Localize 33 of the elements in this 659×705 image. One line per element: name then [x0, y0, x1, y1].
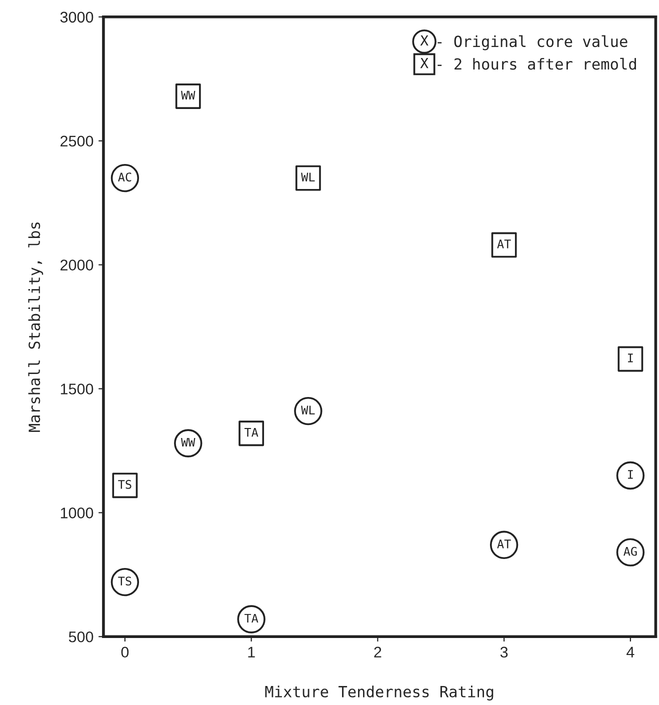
- data-label: WW: [181, 90, 196, 100]
- y-tick-label: 2500: [60, 136, 94, 147]
- data-label: AC: [118, 172, 132, 182]
- data-label: WW: [181, 438, 196, 447]
- data-label: TS: [118, 576, 132, 586]
- point: [616, 461, 645, 490]
- y-tick-label: 3000: [60, 12, 94, 23]
- data-label: TA: [244, 428, 258, 437]
- y-tick-label: 500: [68, 631, 94, 642]
- data-label: TS: [118, 480, 132, 489]
- data-label: I: [628, 354, 633, 362]
- x-tick-label: 2: [374, 646, 382, 658]
- data-label: AT: [497, 240, 511, 248]
- legend-label: - Original core value: [438, 35, 628, 50]
- y-tick-label: 1500: [60, 384, 94, 394]
- data-label: WL: [301, 406, 315, 414]
- text: X: [420, 58, 428, 68]
- x-tick-label: 4: [626, 646, 634, 658]
- data-label: WL: [301, 172, 315, 182]
- legend-label: - 2 hours after remold: [438, 58, 636, 70]
- data-label: AT: [497, 540, 511, 548]
- data-label: TA: [244, 614, 258, 623]
- data-label: I: [628, 470, 633, 479]
- annotation: X: [420, 35, 428, 46]
- point: [618, 346, 644, 372]
- y-tick-label: 2000: [60, 260, 94, 270]
- data-label: AG: [624, 546, 637, 556]
- y-tick-label: 1000: [60, 508, 94, 518]
- x-tick-label: 3: [500, 646, 508, 658]
- x-tick-label: 1: [248, 646, 255, 658]
- y-axis-title: Marshall Stability, lbs: [28, 222, 44, 432]
- x-tick-label: 0: [121, 646, 129, 658]
- x-axis-title: Mixture Tenderness Rating: [265, 686, 494, 700]
